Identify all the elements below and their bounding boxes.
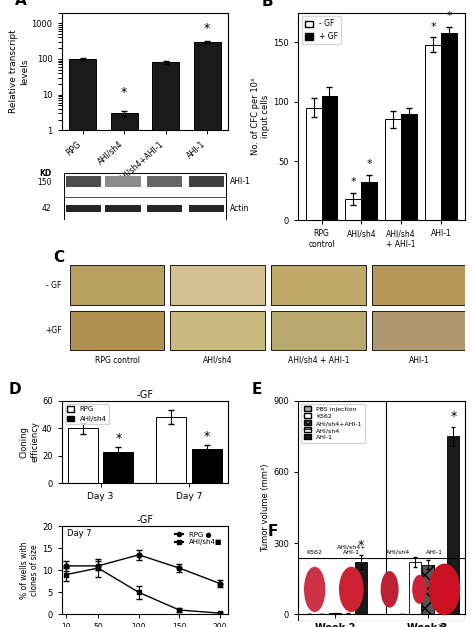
Y-axis label: Tumor volume (mm³): Tumor volume (mm³) <box>261 463 270 552</box>
Ellipse shape <box>429 564 459 614</box>
FancyBboxPatch shape <box>171 310 265 350</box>
Text: *: * <box>450 410 456 423</box>
Text: KD: KD <box>39 169 52 177</box>
Bar <box>189 205 224 212</box>
Bar <box>329 613 341 614</box>
Text: *: * <box>358 539 364 552</box>
Text: C: C <box>54 250 64 265</box>
Text: AHI/sh4: AHI/sh4 <box>386 550 410 555</box>
Ellipse shape <box>305 567 325 611</box>
Legend: PBS injection, K562, AHI/sh4+AHI-1, AHI/sh4, AHI-1: PBS injection, K562, AHI/sh4+AHI-1, AHI/… <box>301 404 365 443</box>
Bar <box>355 562 367 614</box>
Bar <box>361 182 377 221</box>
Y-axis label: Relative transcript
levels: Relative transcript levels <box>9 29 29 113</box>
Text: *: * <box>204 22 210 34</box>
Text: RPG control: RPG control <box>94 356 139 365</box>
Bar <box>385 120 401 221</box>
Bar <box>342 613 354 614</box>
Bar <box>193 42 220 627</box>
Title: -GF: -GF <box>137 390 154 400</box>
Text: *: * <box>430 21 436 31</box>
Y-axis label: % of wells with
clones of size: % of wells with clones of size <box>20 542 39 599</box>
Text: A: A <box>15 0 27 9</box>
FancyBboxPatch shape <box>372 265 466 305</box>
Text: K562: K562 <box>307 550 323 555</box>
FancyBboxPatch shape <box>271 310 366 350</box>
FancyBboxPatch shape <box>70 265 164 305</box>
Ellipse shape <box>381 572 398 607</box>
Text: *: * <box>115 433 121 445</box>
Bar <box>425 45 441 221</box>
Text: *: * <box>121 86 127 99</box>
Text: D: D <box>9 382 21 397</box>
Text: *: * <box>351 177 356 187</box>
FancyBboxPatch shape <box>271 265 366 305</box>
Text: AHI-1: AHI-1 <box>426 550 443 555</box>
Text: AHI-1: AHI-1 <box>230 177 251 186</box>
Bar <box>66 176 101 186</box>
Bar <box>66 205 101 212</box>
Text: AHI/sh4: AHI/sh4 <box>203 356 233 365</box>
FancyBboxPatch shape <box>70 310 164 350</box>
Y-axis label: No. of CFC per 10³
input cells: No. of CFC per 10³ input cells <box>251 78 271 155</box>
Text: - GF: - GF <box>46 281 62 290</box>
Ellipse shape <box>413 576 426 603</box>
Text: +GF: +GF <box>45 326 62 335</box>
Ellipse shape <box>340 567 363 611</box>
Bar <box>447 436 459 614</box>
Legend: - GF, + GF: - GF, + GF <box>302 16 341 45</box>
Legend: RPG, AHI/sh4: RPG, AHI/sh4 <box>65 404 109 424</box>
Bar <box>192 449 222 483</box>
Bar <box>441 33 457 221</box>
Bar <box>105 176 141 186</box>
Text: *: * <box>204 429 210 443</box>
FancyBboxPatch shape <box>372 310 466 350</box>
Bar <box>321 96 337 221</box>
Text: *: * <box>366 159 372 169</box>
Text: 42: 42 <box>42 204 52 213</box>
Text: AHI/sh4 + AHI-1: AHI/sh4 + AHI-1 <box>288 356 349 365</box>
Bar <box>401 113 417 221</box>
Bar <box>306 108 321 221</box>
Bar <box>147 176 182 186</box>
Bar <box>346 199 361 221</box>
Bar <box>105 205 141 212</box>
Bar <box>69 59 96 627</box>
Bar <box>421 564 434 614</box>
Bar <box>152 63 179 627</box>
Text: E: E <box>251 382 262 398</box>
Bar <box>156 417 186 483</box>
Bar <box>147 205 182 212</box>
Text: *: * <box>446 11 452 21</box>
Title: -GF: -GF <box>137 515 154 525</box>
Text: *: * <box>438 621 444 627</box>
Y-axis label: Cloning
efficiency: Cloning efficiency <box>20 421 39 462</box>
Bar <box>110 113 137 627</box>
FancyBboxPatch shape <box>171 265 265 305</box>
Bar <box>103 451 133 483</box>
Bar <box>409 562 420 614</box>
Text: F: F <box>268 524 278 539</box>
Text: 150: 150 <box>37 178 52 187</box>
Text: AHI-1: AHI-1 <box>409 356 429 365</box>
Bar <box>189 176 224 186</box>
Text: Day 7: Day 7 <box>67 529 91 538</box>
Text: Actin: Actin <box>230 204 249 213</box>
Text: B: B <box>261 0 273 9</box>
Legend: RPG ●, AHI/sh4■: RPG ●, AHI/sh4■ <box>173 530 225 547</box>
Text: AHI/sh4+
AHI-1: AHI/sh4+ AHI-1 <box>337 544 366 555</box>
Bar <box>68 428 98 483</box>
